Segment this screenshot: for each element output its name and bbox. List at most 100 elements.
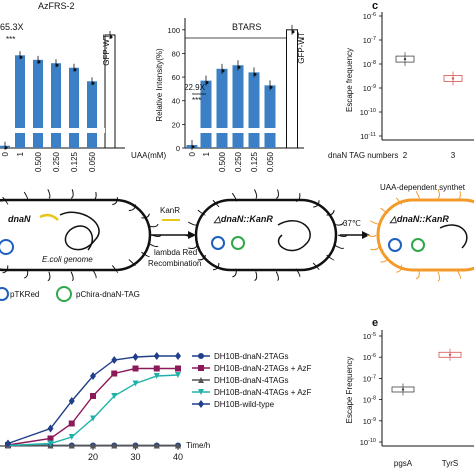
panel-c-y-tick-label: 10-7 [363,36,376,45]
panel-b-data-point [237,65,241,69]
panel-d-data-point [111,442,118,449]
panel-a-tick-label: 0.050 [88,151,97,172]
panel-d-series-line [7,355,178,445]
cell-2-genome [277,220,311,252]
panel-c-y-tick-label: 10-11 [360,132,376,141]
panel-d-legend-marker [198,377,204,383]
flagellum [212,262,220,271]
cell-1-dnaN-gene-mark [39,213,59,221]
panel-c-escape-chart: c 10-6 10-7 10-8 10-9 10-10 10-11 2 3 Escape f… [328,0,474,160]
uaa-dependent-label: UAA-dependent synthet [380,183,466,192]
recombination-diagram: dnaN E.coli genome KanR lambda Red Recom… [0,183,474,302]
panel-d-legend-label: DH10B-dnaN-4TAGs [214,376,289,385]
cell-2-membrane [194,198,338,272]
panel-d-data-point [90,393,96,399]
flagellum [326,210,335,216]
flagellum [47,271,51,282]
panel-e-y-axis-label: Escape Frequency [345,357,354,424]
flagellum [92,191,97,201]
flagellum [334,221,345,226]
cell-1-dnaN-label: dnaN [8,214,31,224]
panel-d-data-point [68,397,75,405]
panel-d-legend-label: DH10B-dnaN-2TAGs + AzF [214,364,312,373]
panel-a-data-point [109,35,113,39]
panel-b-title: BTARS [232,22,261,32]
panel-c-y-axis-label: Escape frequency [345,48,354,112]
panel-a-bar [87,81,97,148]
panel-b-bar [232,65,244,148]
flagellum [312,262,320,270]
cell-1-genome [59,211,100,251]
flagellum [2,196,9,205]
panel-b-bar [286,29,298,149]
panel-e-y-tick-label: 10-5 [363,332,376,341]
flagellum [188,245,198,249]
flagellum [149,223,159,228]
panel-d-x-tick-label: 40 [173,452,183,462]
panel-d-data-point [47,440,54,447]
panel-d-data-point [111,356,118,364]
flagellum [128,204,137,211]
flagellum [70,189,74,199]
panel-a-tick-label: 0.125 [70,151,79,172]
panel-d-x-tick-label: 30 [130,452,140,462]
panel-d-data-point [175,372,181,378]
cell-2-ptkred-plasmid [211,236,225,250]
panel-e-x-tick-label: TyrS [442,459,458,468]
flagellum [232,268,237,278]
flagellum [415,190,420,201]
panel-e-y-tick-label: 10-9 [363,417,376,426]
panel-d-legend-marker [198,365,204,371]
cell-1-genome-label: E.coli genome [42,255,93,264]
panel-d-legend-marker [198,400,204,408]
arrow-37c-head [362,231,370,239]
flagellum [370,220,380,225]
panel-d-data-point [68,434,75,440]
panel-d-data-point [68,442,75,449]
panel-c-x-tick-label: 2 [403,151,408,160]
panel-b-bar [248,72,260,148]
panel-d-legend-label: DH10B-dnaN-4TAGs + AzF [214,388,312,397]
flagellum [141,213,150,219]
panel-d-data-point [132,442,139,449]
flagellum [456,191,461,201]
panel-d-data-point [132,353,139,361]
panel-c-x-axis-label: dnaN TAG numbers [328,151,398,160]
panel-e-letter: e [372,317,378,329]
panel-a-gfp-wt-label: GFP-WT [102,34,111,66]
panel-b-y-tick-label: 60 [172,73,180,82]
panel-b-data-point [221,69,225,73]
flagellum [254,271,258,281]
flagellum [184,234,195,237]
panel-d-data-point [111,393,118,399]
panel-b-fold-change: 22.9X [184,83,206,92]
recombination-label: Recombination [148,259,201,268]
panel-d-data-point [90,442,96,449]
panel-b-bar [264,85,276,148]
flagellum [334,244,345,249]
panel-a-bar [69,67,79,148]
panel-b-data-point [253,72,257,76]
flagellum [47,189,51,199]
panel-e-data-point [448,353,452,356]
panel-a-tick-label: 0.250 [52,151,61,172]
cell-3-ptkred-plasmid [388,238,402,252]
panel-d-legend-marker [198,353,204,359]
panel-c-y-tick-label: 10-6 [363,12,376,21]
cell-2-delta-label: △dnaN::KanR [213,214,273,224]
legend-ptkred-icon [0,287,9,301]
panel-c-y-tick-label: 10-8 [363,60,376,69]
panel-e-y-tick-label: 10-8 [363,396,376,405]
panel-a-data-point [55,63,59,67]
panel-d-data-point [153,352,160,360]
cell-1-ptkred-plasmid [0,239,14,255]
panel-a-data-point [91,81,95,85]
flagellum [380,256,389,263]
flagellum [92,269,97,279]
flagellum [70,271,74,282]
temp-37c-label: 37℃ [343,219,361,228]
panel-d-x-axis-label: Time/h [186,441,210,450]
panel-d-legend-label: DH10B-wild-type [214,400,275,409]
panel-b-bar [216,68,228,148]
panel-c-y-tick-label: 10-10 [360,108,376,117]
